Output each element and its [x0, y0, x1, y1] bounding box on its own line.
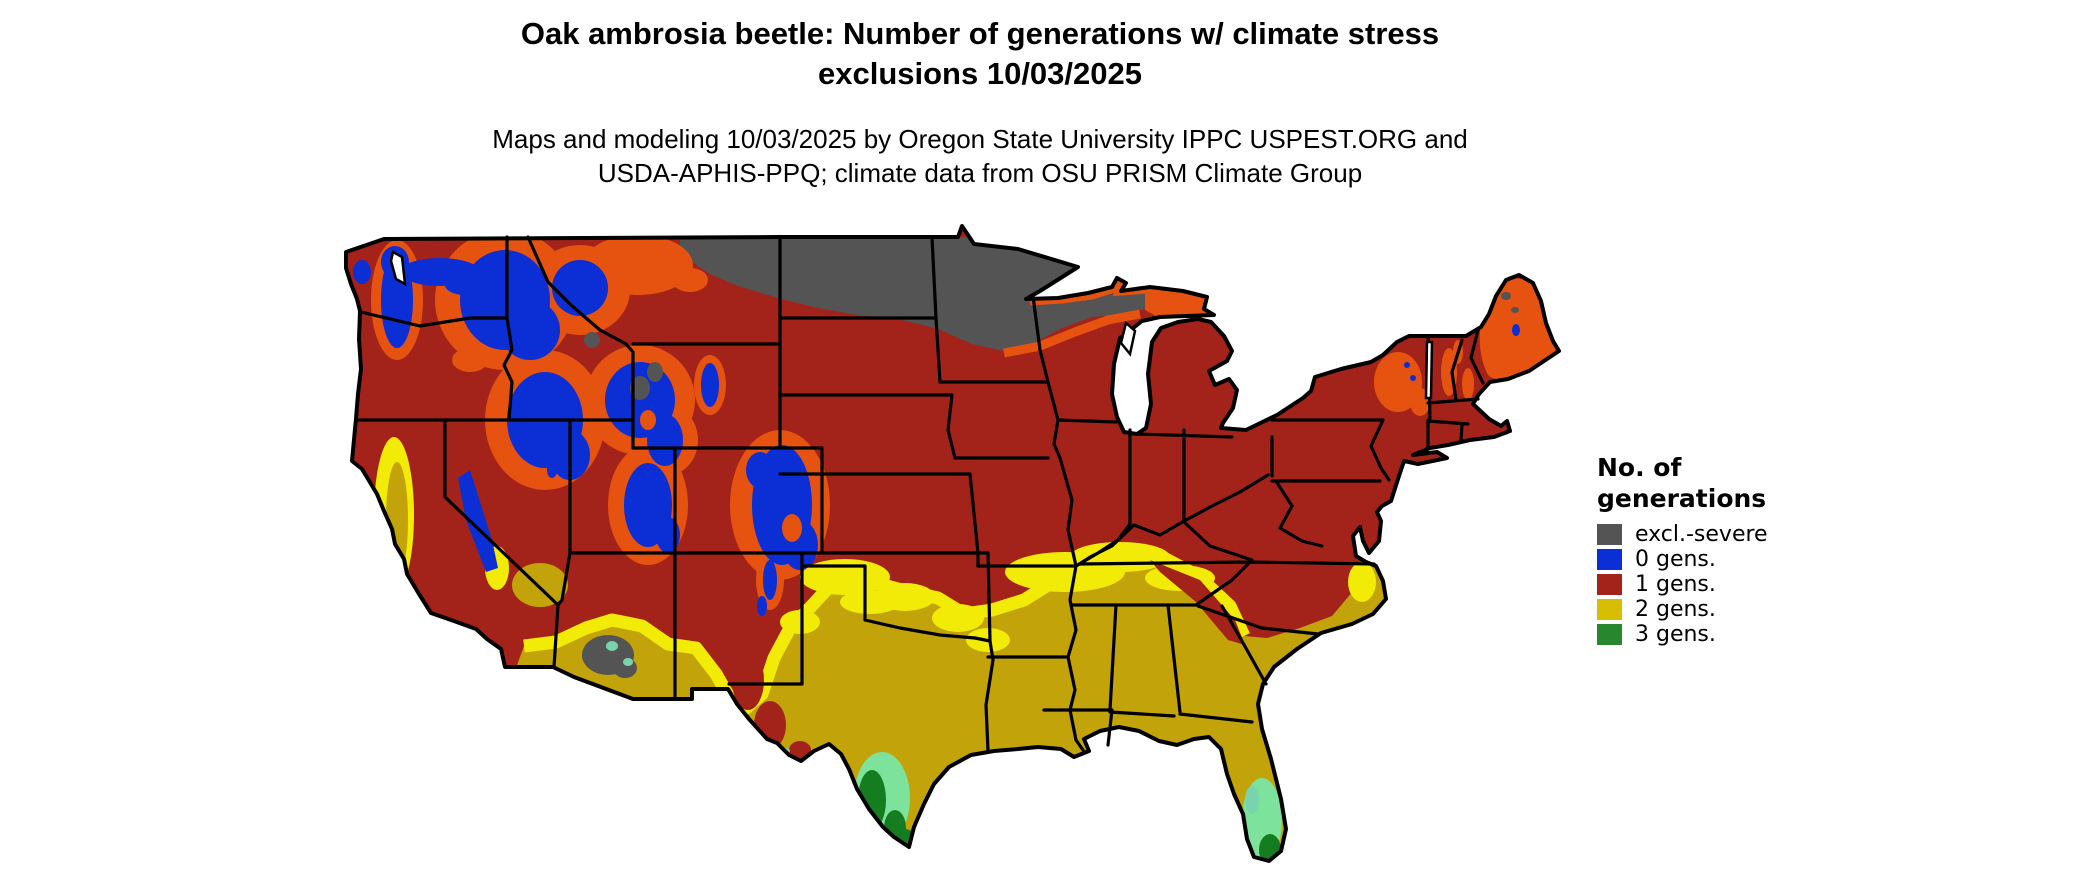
legend-swatch: [1597, 574, 1622, 595]
page-title: Oak ambrosia beetle: Number of generatio…: [340, 14, 1620, 94]
legend-items: excl.-severe 0 gens. 1 gens. 2 gens. 3 gens.: [1597, 522, 1768, 647]
legend-title-line-1: No. of: [1597, 453, 1682, 482]
northeast-orange: [1374, 278, 1556, 416]
lake-champlain: [1424, 340, 1434, 400]
subtitle-line-1: Maps and modeling 10/03/2025 by Oregon S…: [492, 124, 1468, 154]
legend-item: 2 gens.: [1597, 597, 1768, 622]
us-map: [344, 224, 1561, 863]
legend-item-label: 2 gens.: [1635, 597, 1716, 622]
legend-item-label: 0 gens.: [1635, 547, 1716, 572]
legend-swatch: [1597, 524, 1622, 545]
legend-item: excl.-severe: [1597, 522, 1768, 547]
legend-item-label: 3 gens.: [1635, 622, 1716, 647]
water-features: [389, 250, 1434, 400]
map-raster: [346, 226, 1559, 861]
green-bay: [1119, 320, 1137, 357]
legend-item: 1 gens.: [1597, 572, 1768, 597]
page-subtitle: Maps and modeling 10/03/2025 by Oregon S…: [340, 122, 1620, 190]
legend-item-label: 1 gens.: [1635, 572, 1716, 597]
legend-item: 3 gens.: [1597, 622, 1768, 647]
legend-swatch: [1597, 599, 1622, 620]
legend-swatch: [1597, 549, 1622, 570]
legend-item-label: excl.-severe: [1635, 522, 1768, 547]
subtitle-line-2: USDA-APHIS-PPQ; climate data from OSU PR…: [597, 158, 1363, 188]
orange-inner-accents: [640, 410, 802, 542]
legend-swatch: [1597, 624, 1622, 645]
title-line-1: Oak ambrosia beetle: Number of generatio…: [520, 16, 1440, 51]
title-line-2: exclusions 10/03/2025: [817, 56, 1142, 91]
state-borders: [354, 235, 1485, 753]
legend: No. of generations excl.-severe 0 gens. 1 …: [1597, 452, 1768, 647]
us-outline: [344, 224, 1561, 863]
legend-title-line-2: generations: [1597, 484, 1767, 513]
region-excl-north: [680, 237, 1148, 351]
puget-sound: [389, 250, 407, 287]
legend-item: 0 gens.: [1597, 547, 1768, 572]
